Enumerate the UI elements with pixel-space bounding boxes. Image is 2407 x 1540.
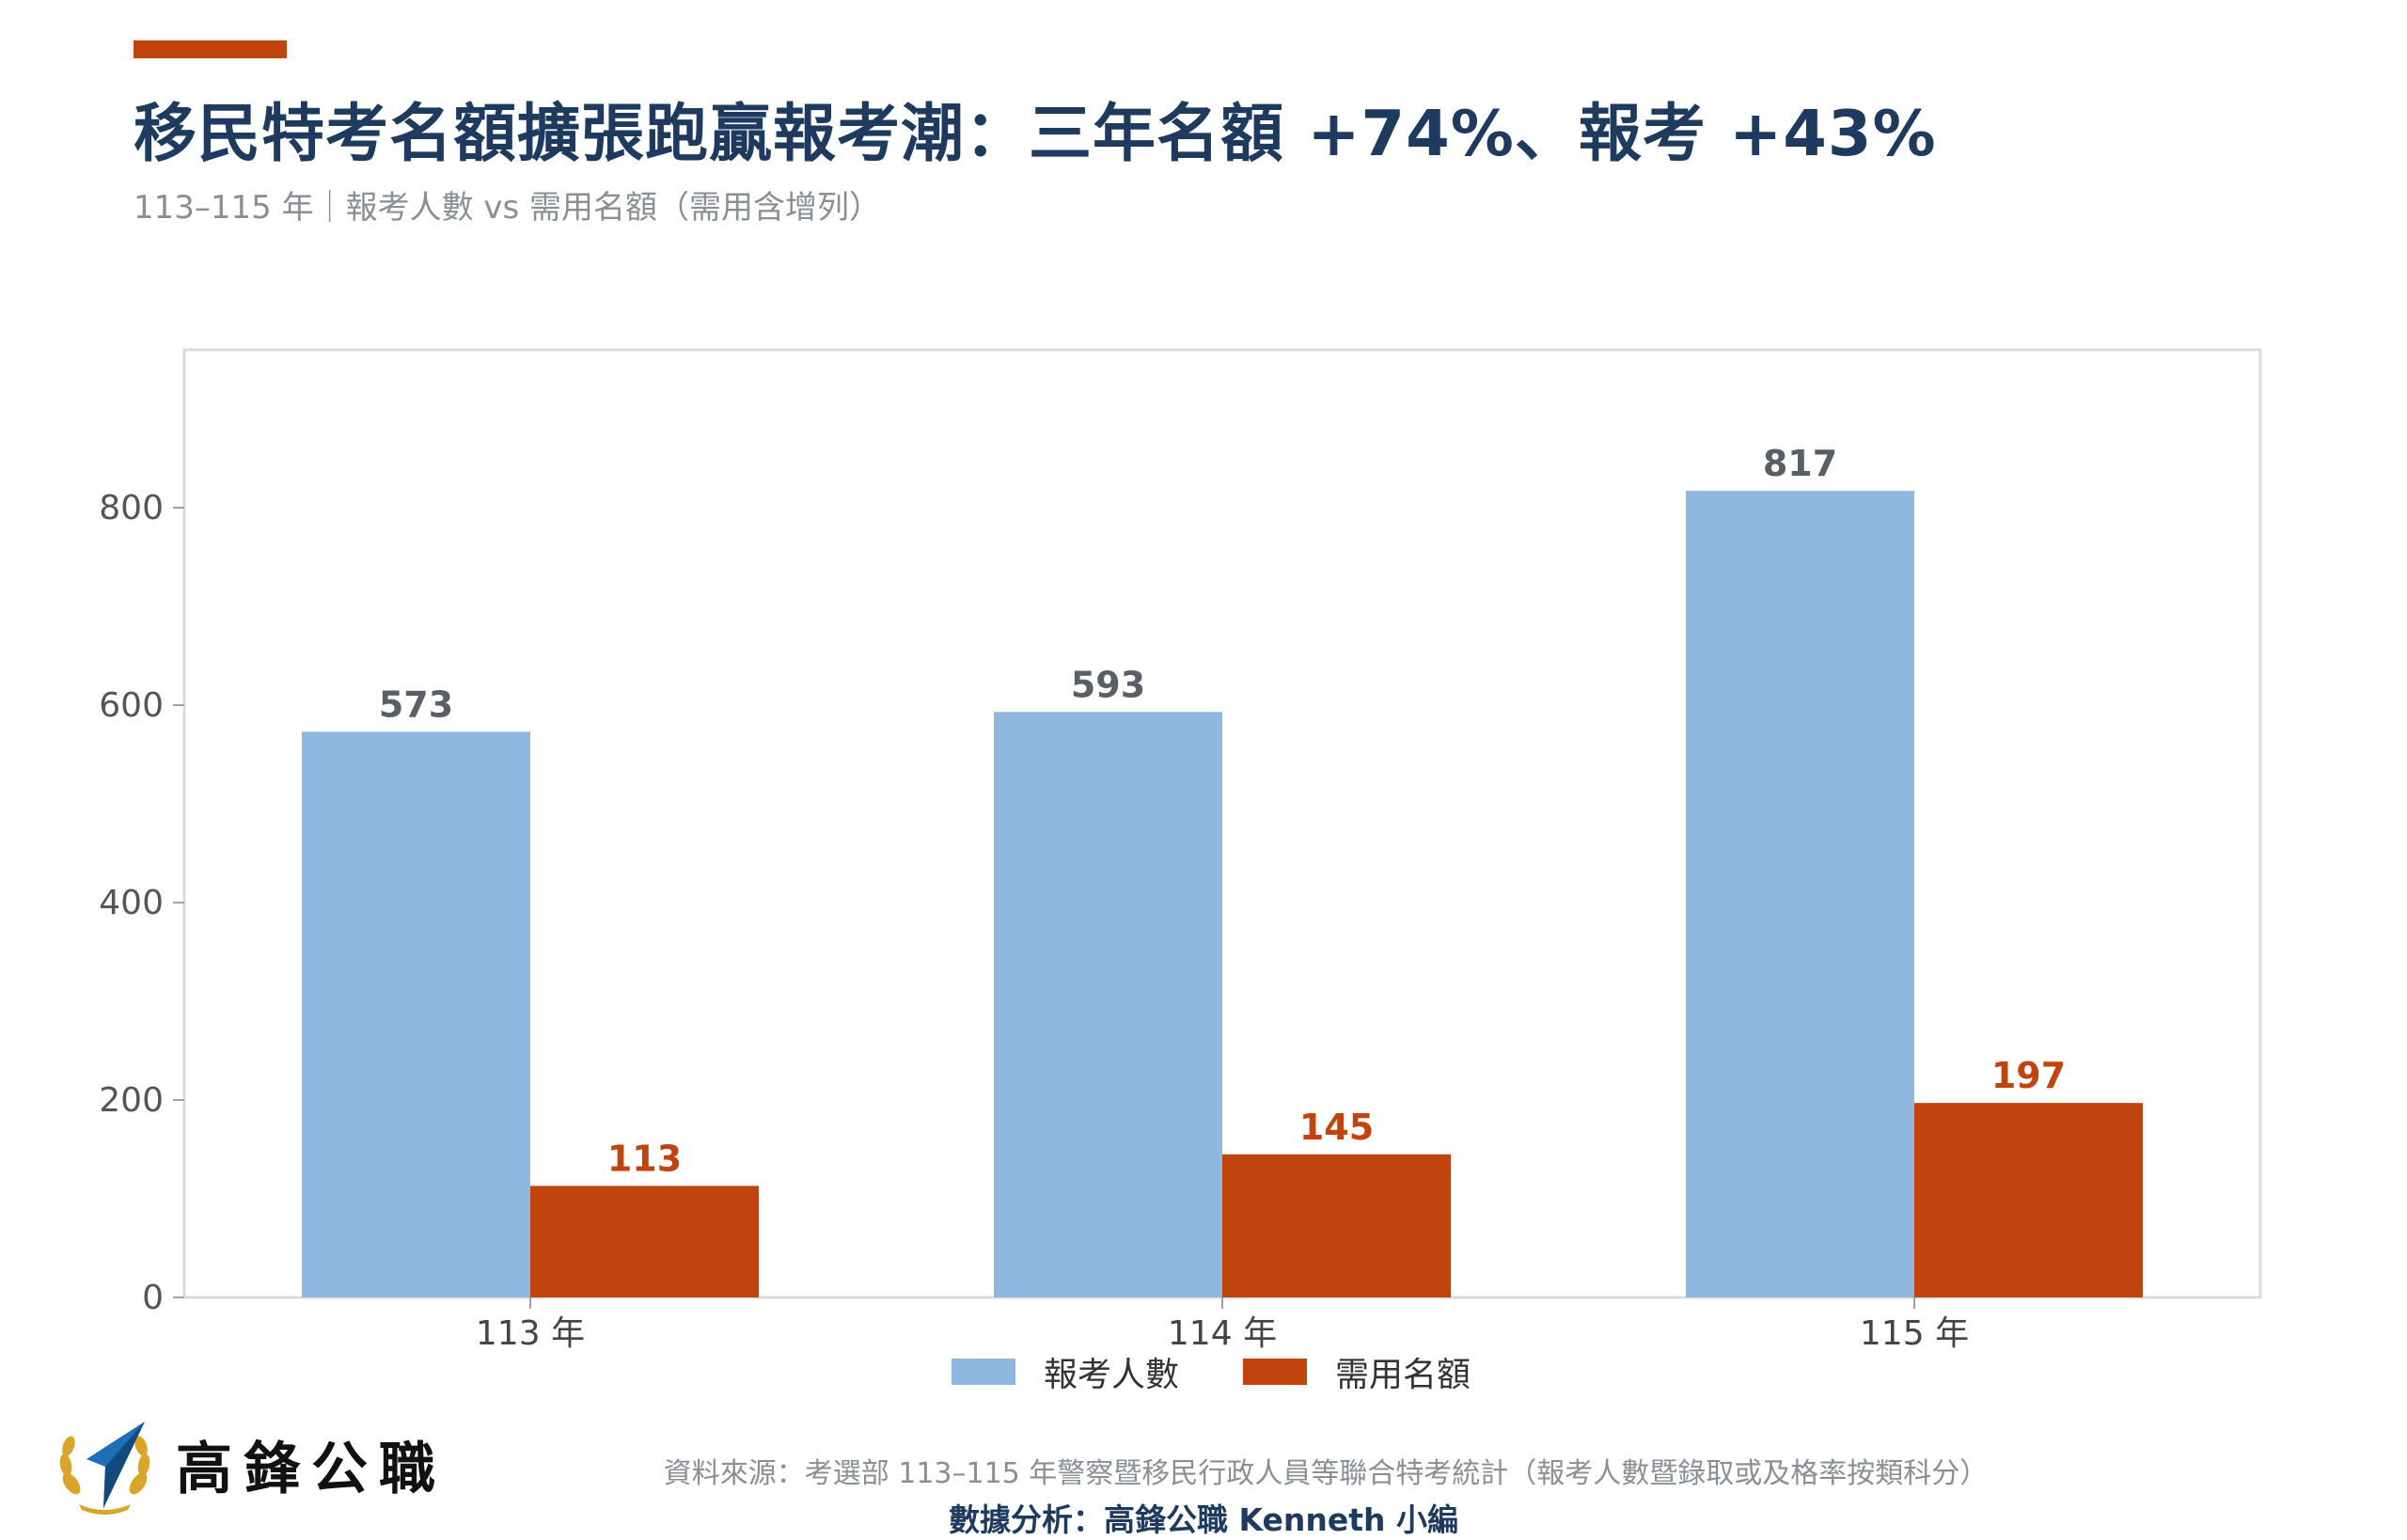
data-label-applicants: 593 (1071, 664, 1145, 705)
bar-quota (1914, 1103, 2143, 1297)
legend-item-applicants: 報考人數 (952, 1347, 1179, 1396)
analysis-credit: 數據分析：高鋒公職 Kenneth 小編 (949, 1501, 1458, 1538)
brand-name: 高鋒公職 (176, 1437, 447, 1502)
bar-quota (1222, 1154, 1451, 1297)
brand-logo: 高鋒公職 (51, 1410, 447, 1518)
data-label-quota: 197 (1991, 1055, 2066, 1096)
y-tick-label: 0 (142, 1279, 164, 1317)
compass-laurel-icon (59, 1422, 150, 1515)
bar-applicants (302, 731, 530, 1297)
data-label-quota: 145 (1299, 1107, 1374, 1148)
y-tick-label: 200 (99, 1081, 164, 1120)
bar-applicants (994, 712, 1222, 1297)
data-source: 資料來源：考選部 113–115 年警察暨移民行政人員等聯合特考統計（報考人數暨… (663, 1457, 1989, 1490)
chart-title: 移民特考名額擴張跑贏報考潮：三年名額 +74%、報考 +43% (134, 97, 1937, 170)
legend-swatch-quota (1243, 1359, 1308, 1385)
data-label-quota: 113 (607, 1138, 682, 1179)
bar-applicants (1686, 491, 1914, 1297)
legend-label-applicants: 報考人數 (1044, 1356, 1180, 1394)
title-accent-bar (134, 40, 287, 58)
data-label-applicants: 817 (1763, 443, 1837, 484)
x-tick-label: 113 年 (476, 1314, 585, 1353)
chart-subtitle: 113–115 年｜報考人數 vs 需用名額（需用含增列） (134, 189, 882, 227)
legend-swatch-applicants (952, 1359, 1015, 1385)
chart-legend: 報考人數 需用名額 (952, 1347, 1534, 1396)
y-tick-label: 800 (99, 489, 164, 527)
x-tick-label: 115 年 (1860, 1314, 1969, 1353)
data-label-applicants: 573 (379, 684, 453, 725)
legend-label-quota: 需用名額 (1335, 1356, 1471, 1394)
y-tick-label: 600 (99, 686, 164, 725)
bar-quota (530, 1186, 759, 1297)
y-tick-label: 400 (99, 884, 164, 922)
legend-item-quota: 需用名額 (1243, 1347, 1471, 1396)
x-tick-label: 114 年 (1168, 1314, 1277, 1353)
